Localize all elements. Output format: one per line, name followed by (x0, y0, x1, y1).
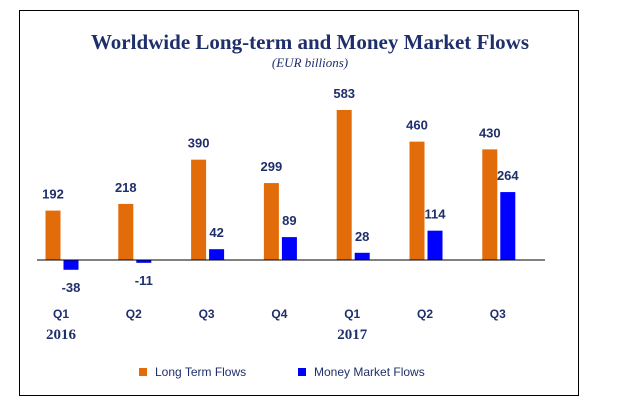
legend-item-long-term: Long Term Flows (139, 365, 246, 379)
long-term-value-label: 460 (406, 118, 428, 133)
long-term-value-label: 390 (188, 136, 210, 151)
money-market-value-label: 264 (497, 168, 519, 183)
money-market-bar (500, 192, 516, 260)
long-term-bar (118, 203, 134, 260)
x-tick-label: Q2 (417, 307, 433, 321)
money-market-bar (354, 252, 370, 260)
long-term-value-label: 218 (115, 180, 137, 195)
long-term-value-label: 430 (479, 125, 501, 140)
legend-item-money-market: Money Market Flows (298, 365, 425, 379)
legend-label-long-term: Long Term Flows (155, 365, 247, 379)
long-term-value-label: 299 (261, 159, 283, 174)
x-tick-label: Q1 (344, 307, 360, 321)
x-tick-label: Q3 (199, 307, 215, 321)
x-tick-label: Q1 (53, 307, 69, 321)
money-market-bar (281, 237, 297, 260)
x-tick-label: Q3 (490, 307, 506, 321)
long-term-value-label: 192 (42, 187, 64, 202)
long-term-bar (482, 149, 498, 260)
chart-title: Worldwide Long-term and Money Market Flo… (90, 30, 530, 54)
x-tick-label: Q4 (271, 307, 287, 321)
long-term-bar (191, 159, 207, 260)
legend-swatch-money-market (298, 368, 306, 376)
money-market-value-label: 114 (425, 207, 447, 222)
money-market-value-label: -38 (62, 280, 81, 295)
long-term-value-label: 583 (333, 86, 355, 101)
money-market-value-label: 89 (282, 213, 296, 228)
money-market-bar (136, 260, 152, 263)
money-market-value-label: -11 (135, 273, 153, 288)
chart-legend: Long Term Flows Money Market Flows (0, 365, 620, 381)
money-market-bar (209, 249, 225, 260)
year-label: 2017 (337, 327, 368, 343)
year-label: 2016 (46, 327, 77, 343)
legend-label-money-market: Money Market Flows (314, 365, 425, 379)
money-market-bar (63, 260, 79, 270)
long-term-bar (263, 183, 279, 260)
money-market-value-label: 42 (209, 225, 223, 240)
long-term-bar (336, 110, 352, 260)
money-market-value-label: 28 (355, 229, 369, 244)
long-term-bar (45, 210, 61, 260)
long-term-bar (409, 141, 425, 260)
money-market-bar (427, 230, 443, 260)
legend-swatch-long-term (139, 368, 147, 376)
chart-subtitle: (EUR billions) (271, 55, 349, 70)
x-tick-label: Q2 (126, 307, 142, 321)
